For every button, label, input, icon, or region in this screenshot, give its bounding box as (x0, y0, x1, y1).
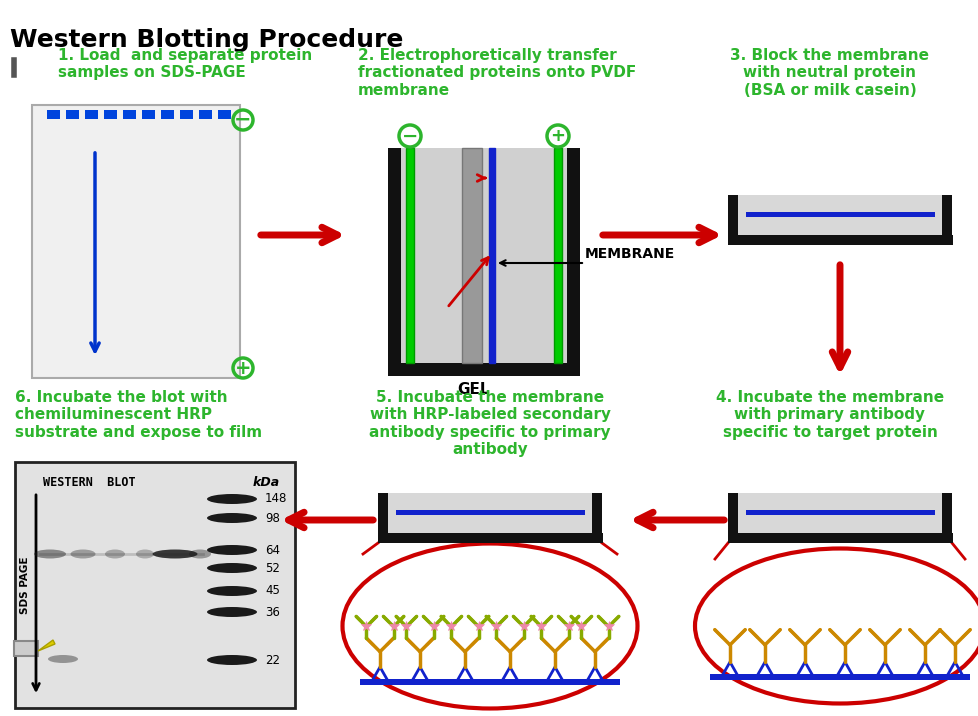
Polygon shape (38, 640, 55, 651)
Ellipse shape (206, 545, 257, 555)
Bar (387, 363, 579, 376)
Text: +: + (235, 359, 251, 377)
Ellipse shape (136, 549, 154, 558)
Ellipse shape (206, 586, 257, 596)
Bar (15, 462, 294, 708)
Ellipse shape (694, 548, 978, 704)
Text: +: + (550, 127, 565, 145)
Text: SDS PAGE: SDS PAGE (20, 556, 30, 614)
Text: 36: 36 (265, 606, 280, 619)
Ellipse shape (342, 543, 637, 709)
Bar (406, 148, 414, 363)
Bar (401, 148, 566, 363)
Ellipse shape (105, 549, 125, 558)
Text: 98: 98 (265, 511, 280, 525)
Bar (395, 510, 585, 515)
Ellipse shape (70, 549, 96, 558)
Bar (218, 110, 231, 119)
Polygon shape (14, 641, 38, 656)
Text: MEMBRANE: MEMBRANE (585, 247, 675, 261)
Bar (462, 148, 481, 363)
Ellipse shape (206, 563, 257, 573)
Ellipse shape (206, 655, 257, 665)
Text: 45: 45 (265, 584, 280, 597)
Bar (104, 110, 117, 119)
Bar (566, 148, 579, 376)
Text: 2. Electrophoretically transfer
fractionated proteins onto PVDF
membrane: 2. Electrophoretically transfer fraction… (358, 48, 636, 98)
Text: 1. Load  and separate protein
samples on SDS-PAGE: 1. Load and separate protein samples on … (58, 48, 312, 80)
Ellipse shape (34, 549, 66, 558)
Bar (554, 148, 561, 363)
Text: −: − (234, 110, 251, 130)
Text: −: − (401, 127, 418, 145)
Bar (728, 493, 737, 543)
Text: GEL: GEL (457, 382, 489, 397)
Bar (123, 110, 136, 119)
Bar (745, 212, 934, 217)
Ellipse shape (189, 549, 211, 558)
Bar (378, 493, 387, 543)
Bar (160, 110, 174, 119)
Bar (592, 493, 601, 543)
Bar (360, 679, 619, 685)
Text: 4. Incubate the membrane
with primary antibody
specific to target protein: 4. Incubate the membrane with primary an… (715, 390, 943, 440)
Text: 5. Incubate the membrane
with HRP-labeled secondary
antibody specific to primary: 5. Incubate the membrane with HRP-labele… (369, 390, 610, 458)
Bar (387, 148, 401, 376)
Text: 52: 52 (265, 561, 280, 574)
Bar (941, 493, 951, 543)
Bar (199, 110, 212, 119)
Bar (180, 110, 193, 119)
Text: Western Blotting Procedure: Western Blotting Procedure (10, 28, 403, 52)
Bar (728, 195, 737, 245)
Bar (941, 195, 951, 245)
Text: kDa: kDa (252, 476, 280, 489)
Bar (728, 235, 952, 245)
Bar (66, 110, 79, 119)
Bar (387, 493, 593, 533)
Bar (737, 493, 942, 533)
Bar (32, 105, 240, 378)
Bar (488, 148, 495, 363)
Bar (142, 110, 155, 119)
Text: 3. Block the membrane
with neutral protein
(BSA or milk casein): 3. Block the membrane with neutral prote… (730, 48, 928, 98)
Text: 6. Incubate the blot with
chemiluminescent HRP
substrate and expose to film: 6. Incubate the blot with chemiluminesce… (15, 390, 262, 440)
Ellipse shape (206, 494, 257, 504)
Text: 22: 22 (265, 654, 280, 667)
Ellipse shape (206, 607, 257, 617)
Bar (728, 533, 952, 543)
Text: 64: 64 (265, 543, 280, 556)
Bar (737, 195, 942, 235)
Ellipse shape (48, 655, 78, 663)
Bar (47, 110, 60, 119)
Bar (745, 510, 934, 515)
Bar (378, 533, 602, 543)
Ellipse shape (153, 549, 198, 558)
Text: 148: 148 (265, 493, 288, 505)
Bar (709, 674, 969, 680)
Bar (85, 110, 98, 119)
Ellipse shape (206, 513, 257, 523)
Text: WESTERN  BLOT: WESTERN BLOT (43, 476, 136, 489)
